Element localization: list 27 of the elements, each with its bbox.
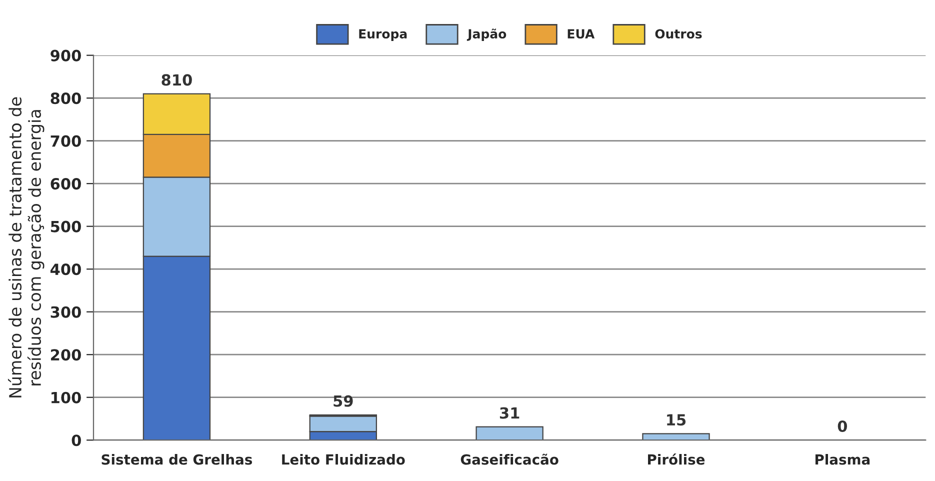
y-axis-title: Número de usinas de tratamento de resíduos com geração de energia: [8, 97, 44, 398]
legend-label: EUA: [568, 29, 595, 39]
total-label: 59: [334, 395, 353, 407]
x-tick-label: Plasma: [816, 454, 870, 465]
y-tick-label: 400: [50, 264, 81, 276]
y-tick-label: 800: [50, 92, 81, 104]
x-tick-label: Pirólise: [648, 453, 705, 465]
x-tick-label: Sistema de Grelhas: [102, 454, 252, 465]
y-tick-label: 300: [50, 306, 81, 318]
y-tick-label: 900: [50, 50, 81, 62]
y-tick-label: 200: [51, 349, 81, 361]
legend-label: Europa: [359, 29, 407, 41]
y-tick-label: 700: [50, 135, 81, 147]
total-label: 15: [667, 414, 686, 426]
legend-label: Outros: [655, 29, 702, 39]
total-label: 31: [500, 407, 520, 419]
bar: [642, 433, 710, 440]
total-label: 0: [838, 420, 848, 432]
legend-label: Japão: [466, 28, 506, 41]
y-tick-label: 600: [50, 178, 81, 190]
x-tick-label: Gaseificacão: [460, 454, 558, 465]
y-tick-label: 500: [50, 220, 81, 232]
bar: [476, 426, 544, 440]
total-label: 810: [162, 74, 192, 86]
x-tick-label: Leito Fluidizado: [282, 454, 405, 465]
y-tick-label: 0: [72, 434, 81, 446]
y-tick-label: 100: [52, 392, 81, 404]
